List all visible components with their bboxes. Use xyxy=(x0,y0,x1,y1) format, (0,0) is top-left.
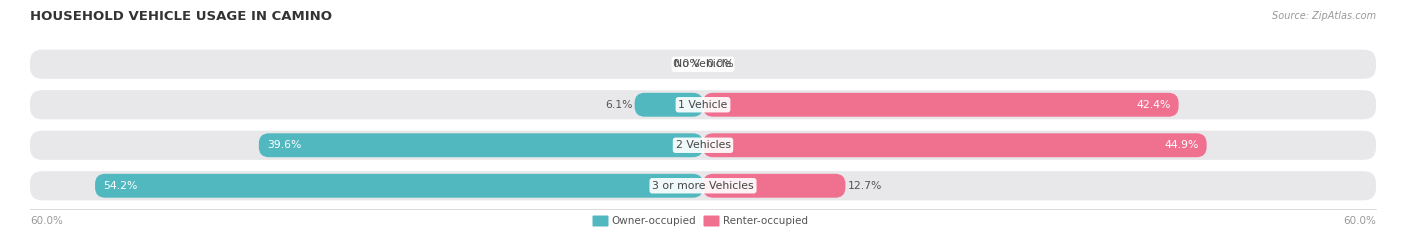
Text: 0.0%: 0.0% xyxy=(706,59,734,69)
Text: Source: ZipAtlas.com: Source: ZipAtlas.com xyxy=(1272,11,1376,21)
Text: 60.0%: 60.0% xyxy=(1343,216,1376,226)
Text: 54.2%: 54.2% xyxy=(103,181,138,191)
FancyBboxPatch shape xyxy=(703,216,720,227)
Text: 1 Vehicle: 1 Vehicle xyxy=(678,100,728,110)
FancyBboxPatch shape xyxy=(30,90,1376,119)
FancyBboxPatch shape xyxy=(703,93,1178,117)
FancyBboxPatch shape xyxy=(259,133,703,157)
FancyBboxPatch shape xyxy=(30,171,1376,200)
Text: 44.9%: 44.9% xyxy=(1164,140,1199,150)
Text: 3 or more Vehicles: 3 or more Vehicles xyxy=(652,181,754,191)
Text: Renter-occupied: Renter-occupied xyxy=(723,216,807,226)
Text: 0.0%: 0.0% xyxy=(672,59,700,69)
Text: Owner-occupied: Owner-occupied xyxy=(612,216,696,226)
FancyBboxPatch shape xyxy=(703,133,1206,157)
FancyBboxPatch shape xyxy=(30,50,1376,79)
FancyBboxPatch shape xyxy=(592,216,609,227)
FancyBboxPatch shape xyxy=(30,131,1376,160)
Text: 42.4%: 42.4% xyxy=(1136,100,1171,110)
FancyBboxPatch shape xyxy=(634,93,703,117)
Text: 6.1%: 6.1% xyxy=(605,100,633,110)
Text: 12.7%: 12.7% xyxy=(848,181,882,191)
FancyBboxPatch shape xyxy=(703,174,845,198)
Text: 2 Vehicles: 2 Vehicles xyxy=(675,140,731,150)
Text: No Vehicle: No Vehicle xyxy=(675,59,731,69)
Text: 60.0%: 60.0% xyxy=(30,216,63,226)
Text: HOUSEHOLD VEHICLE USAGE IN CAMINO: HOUSEHOLD VEHICLE USAGE IN CAMINO xyxy=(30,10,332,22)
FancyBboxPatch shape xyxy=(96,174,703,198)
Text: 39.6%: 39.6% xyxy=(267,140,301,150)
